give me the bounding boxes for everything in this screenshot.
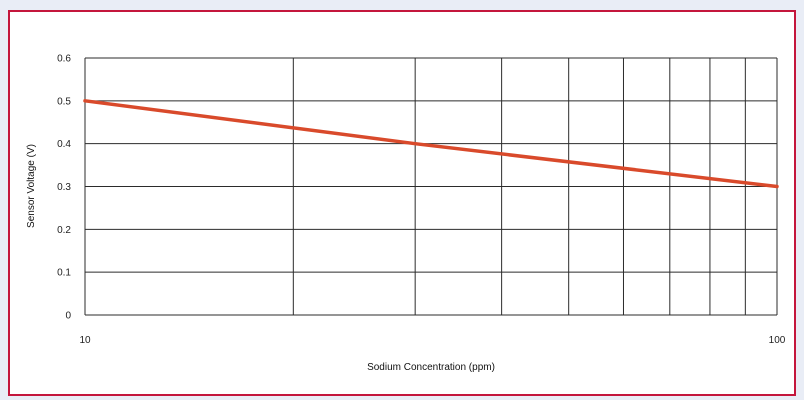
- y-tick-label: 0.4: [57, 139, 71, 150]
- y-tick-label: 0.6: [57, 54, 71, 65]
- chart-frame: [8, 10, 796, 396]
- x-axis-title: Sodium Concentration (ppm): [367, 362, 495, 373]
- x-tick-labels: 10 100: [79, 335, 785, 346]
- y-tick-labels: 0 0.1 0.2 0.3 0.4 0.5 0.6: [57, 54, 71, 322]
- x-tick-label: 10: [79, 335, 91, 346]
- y-axis-title: Sensor Voltage (V): [26, 144, 37, 228]
- y-tick-label: 0.2: [57, 225, 71, 236]
- grid: [84, 57, 778, 316]
- y-tick-label: 0.1: [57, 268, 71, 279]
- y-tick-label: 0.3: [57, 182, 71, 193]
- y-tick-label: 0: [65, 311, 71, 322]
- series-layer: [83, 99, 779, 189]
- y-tick-label: 0.5: [57, 96, 71, 107]
- x-tick-label: 100: [769, 335, 786, 346]
